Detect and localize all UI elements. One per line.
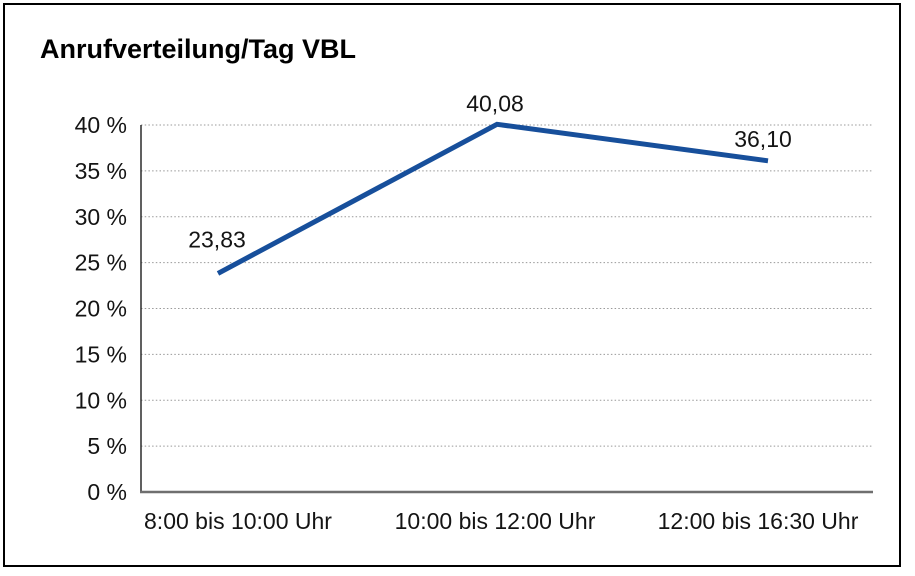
y-tick-label: 25 % — [75, 250, 127, 276]
y-tick-label: 0 % — [87, 479, 127, 505]
y-tick-label: 5 % — [87, 433, 127, 459]
data-series-line — [216, 121, 769, 276]
y-tick-label: 10 % — [75, 387, 127, 413]
data-point-label: 36,10 — [734, 126, 792, 152]
y-tick-label: 15 % — [75, 341, 127, 367]
y-tick-label: 30 % — [75, 204, 127, 230]
x-category-label: 12:00 bis 16:30 Uhr — [658, 508, 859, 534]
y-tick-label: 20 % — [75, 296, 127, 322]
data-point-label: 40,08 — [466, 90, 524, 116]
y-tick-label: 40 % — [75, 112, 127, 138]
data-point-label: 23,83 — [188, 226, 246, 252]
chart-frame — [3, 3, 901, 567]
x-category-label: 10:00 bis 12:00 Uhr — [395, 508, 596, 534]
y-tick-label: 35 % — [75, 158, 127, 184]
chart-title: Anrufverteilung/Tag VBL — [40, 34, 357, 64]
x-category-label: 8:00 bis 10:00 Uhr — [144, 508, 332, 534]
